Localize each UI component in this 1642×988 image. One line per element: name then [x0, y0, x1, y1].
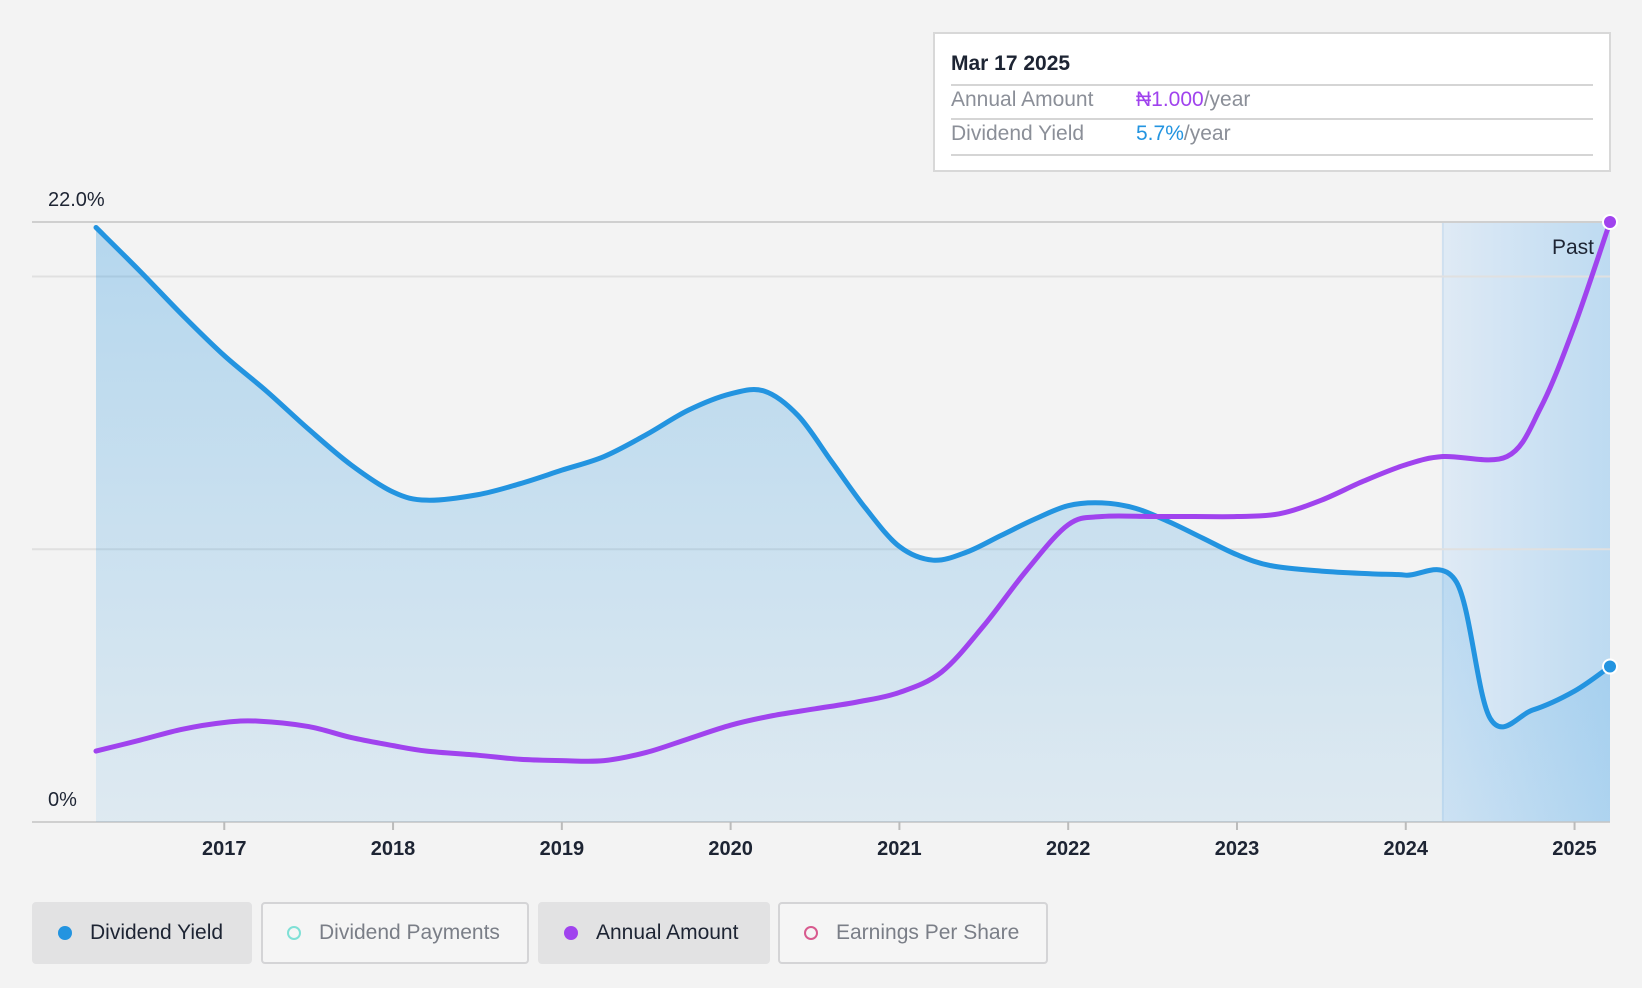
x-tick-label-2023: 2023: [1215, 838, 1260, 860]
legend-earnings-per-share-button[interactable]: Earnings Per Share: [778, 902, 1048, 964]
tooltip-dividend-yield-label: Dividend Yield: [951, 122, 1085, 145]
x-tick-label-2017: 2017: [202, 838, 247, 860]
tooltip-dividend-yield-unit: /year: [1183, 122, 1231, 145]
tooltip-dividend-yield-value: 5.7%: [1136, 122, 1184, 145]
tooltip-annual-amount-label: Annual Amount: [951, 88, 1094, 111]
y-axis-top-label: 22.0%: [48, 189, 105, 211]
x-tick-label-2019: 2019: [540, 838, 585, 860]
y-axis-bottom-label: 0%: [48, 789, 77, 811]
tooltip-panel: Mar 17 2025 Annual Amount ₦1.000/year Di…: [933, 32, 1611, 172]
dividend-yield-dot-icon: [58, 926, 72, 940]
legend-annual-amount-label: Annual Amount: [596, 921, 739, 944]
annual-amount-dot-icon: [564, 926, 578, 940]
legend-dividend-payments-label: Dividend Payments: [319, 921, 500, 944]
tooltip-divider: [951, 118, 1593, 120]
legend-earnings-per-share-label: Earnings Per Share: [836, 921, 1020, 944]
tooltip-divider: [951, 84, 1593, 86]
tooltip-annual-amount-unit: /year: [1203, 88, 1251, 111]
x-tick-label-2020: 2020: [708, 838, 753, 860]
x-tick-label-2024: 2024: [1384, 838, 1429, 860]
tooltip-dividend-yield-value-wrap: 5.7%/year: [1136, 122, 1231, 146]
dividend-payments-ring-icon: [287, 926, 301, 940]
tooltip-date: Mar 17 2025: [951, 52, 1071, 75]
tooltip-annual-amount-value: ₦1.000: [1136, 88, 1204, 111]
legend-dividend-yield-label: Dividend Yield: [90, 921, 224, 944]
x-tick-label-2022: 2022: [1046, 838, 1091, 860]
x-tick-label-2025: 2025: [1552, 838, 1597, 860]
earnings-per-share-ring-icon: [804, 926, 818, 940]
legend-dividend-payments-button[interactable]: Dividend Payments: [261, 902, 529, 964]
annual-amount-line: [93, 219, 1613, 764]
dividend-yield-line: [93, 224, 1613, 730]
annual-amount-endpoint[interactable]: [1602, 214, 1618, 230]
x-tick-label-2021: 2021: [877, 838, 922, 860]
dividend-yield-endpoint[interactable]: [1602, 658, 1618, 675]
past-region-label: Past: [1552, 236, 1594, 259]
legend-dividend-yield-button[interactable]: Dividend Yield: [32, 902, 252, 964]
dividend-chart: 22.0% 0% Past 2017 2018 2019 2020 2021 2022 20…: [32, 189, 1618, 860]
x-tick-label-2018: 2018: [371, 838, 416, 860]
tooltip-divider: [951, 154, 1593, 156]
dividend-yield-area: [96, 227, 1610, 823]
legend-annual-amount-button[interactable]: Annual Amount: [538, 902, 770, 964]
tooltip-annual-amount-value-wrap: ₦1.000/year: [1136, 88, 1250, 112]
